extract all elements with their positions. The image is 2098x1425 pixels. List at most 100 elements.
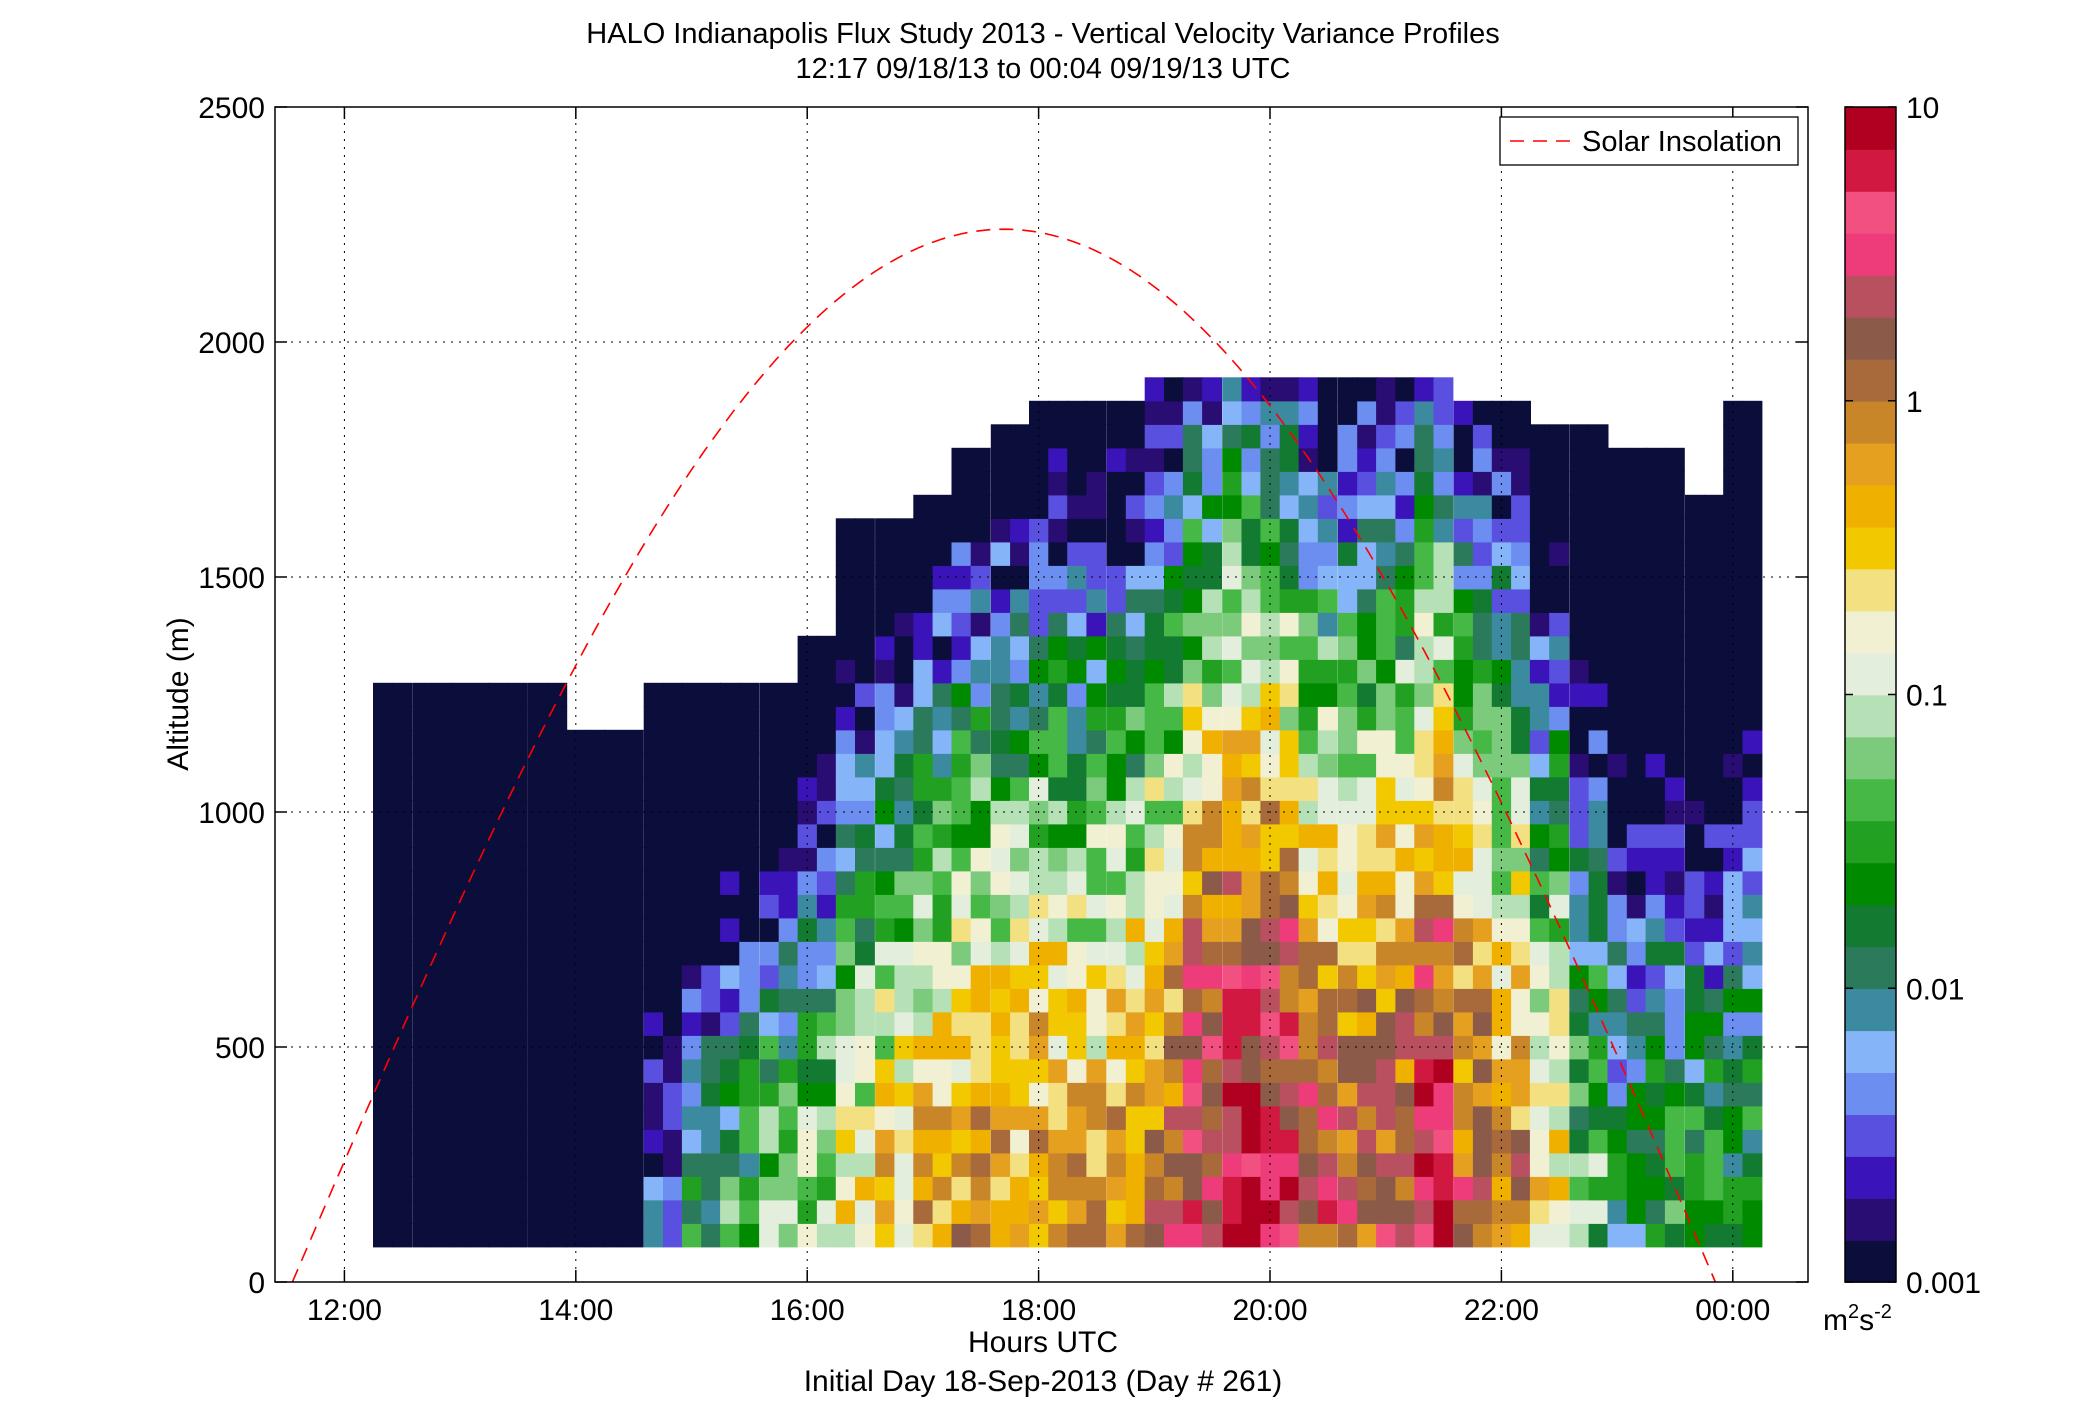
- heatmap-cell: [720, 706, 740, 731]
- heatmap-cell: [1723, 964, 1744, 989]
- heatmap-cell: [488, 917, 509, 942]
- heatmap-cell: [1664, 682, 1685, 707]
- heatmap-cell: [875, 729, 895, 754]
- heatmap-cell: [1742, 1082, 1763, 1107]
- heatmap-cell: [701, 847, 722, 872]
- heatmap-cell: [1588, 1199, 1609, 1224]
- heatmap-cell: [1742, 917, 1763, 942]
- heatmap-cell: [1511, 471, 1531, 496]
- heatmap-cell: [1395, 541, 1416, 566]
- heatmap-cell: [1241, 1199, 1262, 1224]
- heatmap-cell: [431, 1058, 452, 1083]
- heatmap-cell: [951, 870, 972, 895]
- heatmap-cell: [604, 870, 625, 895]
- heatmap-cell: [913, 1105, 934, 1130]
- heatmap-cell: [1164, 471, 1184, 496]
- heatmap-cell: [1067, 682, 1088, 707]
- heatmap-cell: [835, 1176, 856, 1201]
- heatmap-cell: [1742, 964, 1763, 989]
- heatmap-cell: [1106, 635, 1127, 660]
- heatmap-cell: [1376, 800, 1396, 825]
- heatmap-cell: [894, 1058, 915, 1083]
- heatmap-cell: [855, 541, 875, 566]
- heatmap-cell: [1511, 1129, 1531, 1154]
- heatmap-cell: [1125, 518, 1146, 543]
- heatmap-cell: [701, 1105, 722, 1130]
- heatmap-cell: [1607, 988, 1628, 1013]
- heatmap-cell: [1144, 424, 1165, 449]
- heatmap-cell: [1664, 494, 1685, 519]
- legend: Solar Insolation: [1499, 116, 1799, 166]
- heatmap-cell: [720, 847, 740, 872]
- heatmap-cell: [1742, 800, 1763, 825]
- heatmap-cell: [1337, 870, 1358, 895]
- heatmap-cell: [1164, 1011, 1184, 1036]
- heatmap-cell: [1645, 964, 1666, 989]
- heatmap-cell: [913, 964, 934, 989]
- heatmap-cell: [1569, 1152, 1590, 1177]
- heatmap-cell: [1086, 588, 1107, 613]
- heatmap-cell: [1742, 1035, 1763, 1060]
- heatmap-cell: [1298, 1199, 1319, 1224]
- heatmap-cell: [1298, 518, 1319, 543]
- heatmap-cell: [970, 776, 991, 801]
- heatmap-cell: [1222, 400, 1243, 425]
- heatmap-cell: [1376, 941, 1396, 966]
- heatmap-cell: [1491, 706, 1512, 731]
- heatmap-cell: [663, 1082, 683, 1107]
- heatmap-cell: [1202, 494, 1222, 519]
- heatmap-cell: [1010, 706, 1030, 731]
- heatmap-cell: [1704, 1082, 1725, 1107]
- heatmap-cell: [835, 1058, 856, 1083]
- heatmap-cell: [373, 729, 393, 754]
- heatmap-cell: [1569, 682, 1590, 707]
- heatmap-cell: [1202, 612, 1222, 637]
- heatmap-cell: [1317, 1129, 1338, 1154]
- heatmap-cell: [1511, 988, 1531, 1013]
- heatmap-cell: [1472, 753, 1493, 778]
- heatmap-cell: [1279, 988, 1300, 1013]
- heatmap-cell: [1376, 847, 1396, 872]
- heatmap-cell: [1626, 1105, 1647, 1130]
- heatmap-cell: [1626, 729, 1647, 754]
- heatmap-cell: [585, 964, 606, 989]
- heatmap-cell: [835, 1199, 856, 1224]
- heatmap-cell: [970, 1223, 991, 1248]
- heatmap-cell: [1067, 1058, 1088, 1083]
- heatmap-cell: [1029, 941, 1049, 966]
- heatmap-cell: [547, 917, 568, 942]
- heatmap-cell: [894, 1035, 915, 1060]
- heatmap-cell: [1144, 706, 1165, 731]
- heatmap-cell: [1048, 988, 1069, 1013]
- heatmap-cell: [1569, 541, 1590, 566]
- heatmap-cell: [1626, 518, 1647, 543]
- heatmap-cell: [1529, 612, 1550, 637]
- heatmap-cell: [720, 1035, 740, 1060]
- heatmap-cell: [1125, 1011, 1146, 1036]
- heatmap-cell: [663, 1035, 683, 1060]
- heatmap-cell: [1298, 400, 1319, 425]
- heatmap-cell: [1433, 1058, 1454, 1083]
- heatmap-cell: [970, 612, 991, 637]
- heatmap-cell: [1549, 988, 1570, 1013]
- heatmap-cell: [1048, 518, 1069, 543]
- heatmap-cell: [855, 894, 875, 919]
- heatmap-cell: [1395, 1129, 1416, 1154]
- heatmap-cell: [1125, 894, 1146, 919]
- heatmap-cell: [816, 1035, 837, 1060]
- heatmap-cell: [431, 753, 452, 778]
- heatmap-cell: [778, 682, 799, 707]
- heatmap-cell: [1395, 870, 1416, 895]
- heatmap-cell: [508, 1129, 528, 1154]
- colorbar-band: [1845, 904, 1896, 948]
- heatmap-cell: [1414, 706, 1435, 731]
- heatmap-cell: [604, 1035, 625, 1060]
- heatmap-cell: [1125, 823, 1146, 848]
- heatmap-cell: [1010, 1223, 1030, 1248]
- heatmap-cell: [392, 1105, 413, 1130]
- heatmap-cell: [1414, 377, 1435, 402]
- heatmap-cell: [1472, 447, 1493, 472]
- heatmap-cell: [1279, 1152, 1300, 1177]
- heatmap-cell: [1529, 471, 1550, 496]
- heatmap-cell: [1029, 1058, 1049, 1083]
